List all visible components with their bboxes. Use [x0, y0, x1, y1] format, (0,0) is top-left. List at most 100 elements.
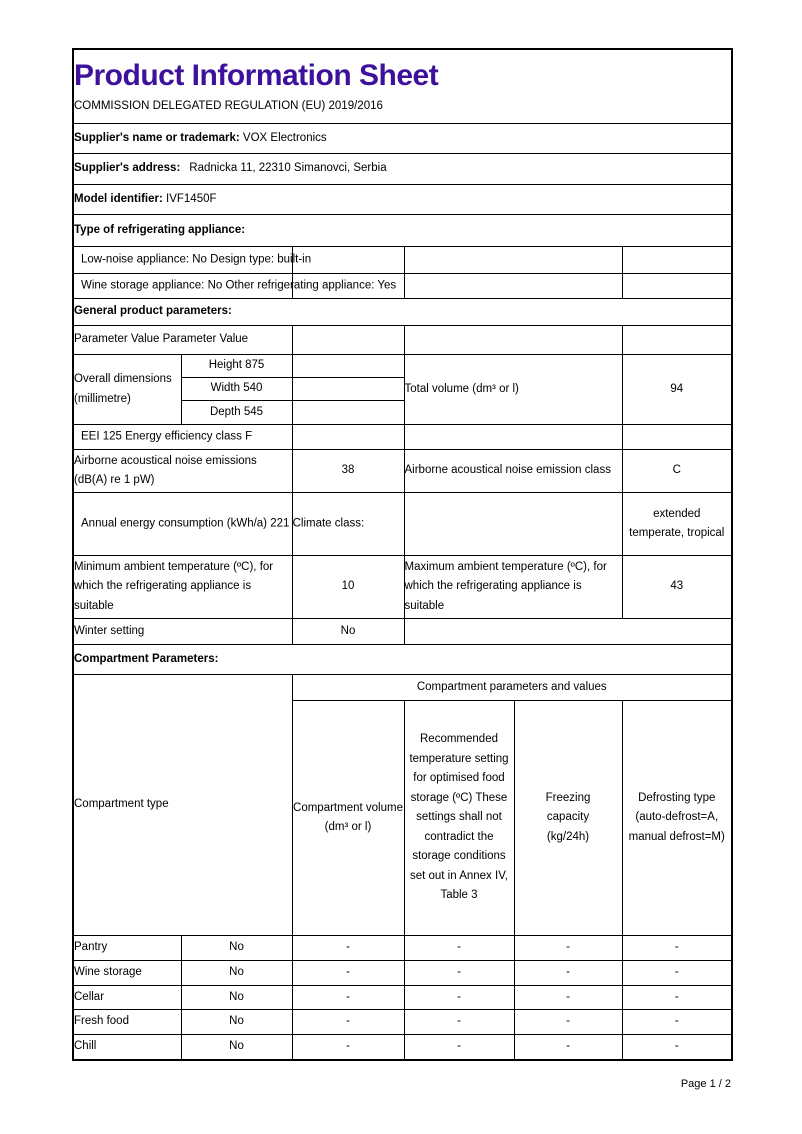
compartment-volume-header-cell: Compartment volume (dm³ or l)	[291, 700, 405, 936]
freezing-capacity-header-cell: Freezing capacity (kg/24h)	[513, 700, 623, 936]
low-noise-line: Low-noise appliance: No Design type: bui…	[81, 253, 312, 266]
compartment-type-cell: Chill	[72, 1034, 182, 1061]
empty-cell	[291, 354, 405, 378]
compartment-present-cell: No	[180, 1034, 293, 1061]
compartment-present-cell: No	[180, 985, 293, 1010]
defrosting-type-header-cell: Defrosting type (auto-defrost=A, manual …	[621, 700, 733, 936]
wine-appliance-cell: Wine storage appliance: No Other refrige…	[72, 273, 396, 299]
low-noise-cell: Low-noise appliance: No Design type: bui…	[72, 246, 311, 274]
empty-cell	[403, 424, 623, 450]
product-info-table: Product Information Sheet COMMISSION DEL…	[72, 48, 733, 1061]
table-row: Overall dimensions (millimetre) Height 8…	[72, 354, 733, 425]
table-row: Low-noise appliance: No Design type: bui…	[72, 246, 733, 274]
dimension-depth-cell: Depth 545	[180, 400, 293, 425]
max-temp-value-cell: 43	[621, 555, 733, 619]
compartment-temp-cell: -	[403, 1009, 515, 1035]
empty-cell	[403, 273, 623, 299]
supplier-name-cell: Supplier's name or trademark: VOX Electr…	[72, 123, 733, 154]
model-identifier-cell: Model identifier: IVF1450F	[72, 184, 733, 215]
table-row: Model identifier: IVF1450F	[72, 184, 733, 215]
compartment-section-heading: Compartment Parameters:	[72, 644, 733, 675]
compartment-volume-cell: -	[291, 1034, 405, 1061]
empty-cell	[403, 492, 623, 556]
table-row: Supplier's address: Radnicka 11, 22310 Si…	[72, 153, 733, 185]
compartment-volume-cell: -	[291, 1009, 405, 1035]
climate-class-value-cell: extended temperate, tropical	[621, 492, 733, 556]
page-title: Product Information Sheet	[74, 59, 439, 92]
compartment-type-cell: Cellar	[72, 985, 182, 1010]
param-value-header-cell: Parameter Value Parameter Value	[72, 325, 293, 355]
noise-class-label-cell: Airborne acoustical noise emission class	[403, 449, 623, 493]
table-row: Compartment type Compartment parameters …	[72, 674, 733, 936]
compartment-temp-cell: -	[403, 985, 515, 1010]
general-section-heading: General product parameters:	[72, 298, 733, 326]
table-row: Wine storage No - - - -	[72, 960, 733, 986]
table-row: Cellar No - - - -	[72, 985, 733, 1010]
table-row: Depth 545	[73, 400, 732, 425]
empty-cell	[291, 377, 405, 401]
compartment-freezing-cell: -	[513, 935, 623, 961]
noise-class-value-cell: C	[621, 449, 733, 493]
table-row: Type of refrigerating appliance:	[72, 214, 733, 247]
regulation-subtitle: COMMISSION DELEGATED REGULATION (EU) 201…	[74, 100, 383, 112]
empty-cell	[403, 325, 623, 355]
compartment-type-cell: Wine storage	[72, 960, 182, 986]
compartment-volume-cell: -	[291, 935, 405, 961]
compartment-type-cell: Pantry	[72, 935, 182, 961]
table-row: Parameter Value Parameter Value	[72, 325, 733, 355]
supplier-name-label: Supplier's name or trademark:	[74, 131, 240, 144]
compartment-defrost-cell: -	[621, 960, 733, 986]
wine-appliance-line: Wine storage appliance: No Other refrige…	[81, 279, 397, 292]
winter-setting-value-cell: No	[291, 618, 405, 645]
recommended-temp-header-cell: Recommended temperature setting for opti…	[403, 700, 515, 936]
product-information-sheet: Product Information Sheet COMMISSION DEL…	[72, 48, 733, 1090]
compartment-freezing-cell: -	[513, 1009, 623, 1035]
empty-cell	[621, 424, 733, 450]
eei-cell: EEI 125 Energy efficiency class F	[72, 424, 293, 450]
compartment-type-cell: Fresh food	[72, 1009, 182, 1035]
energy-consumption-cell: Annual energy consumption (kWh/a) 221 Cl…	[72, 492, 364, 556]
noise-value-cell: 38	[291, 449, 405, 493]
empty-cell	[291, 424, 405, 450]
table-row: Minimum ambient temperature (ºC), for wh…	[72, 555, 733, 619]
compartment-present-cell: No	[180, 960, 293, 986]
winter-setting-label-cell: Winter setting	[72, 618, 293, 645]
total-volume-label-cell: Total volume (dm³ or l)	[403, 354, 623, 425]
compartment-temp-cell: -	[403, 935, 515, 961]
title-cell: Product Information Sheet COMMISSION DEL…	[72, 48, 733, 124]
compartment-temp-cell: -	[403, 960, 515, 986]
page-footer: Page 1 / 2	[680, 1078, 731, 1090]
supplier-address-label: Supplier's address:	[74, 162, 181, 175]
table-row: Fresh food No - - - -	[72, 1009, 733, 1035]
table-row: Annual energy consumption (kWh/a) 221 Cl…	[72, 492, 733, 556]
table-row: Width 540	[73, 377, 732, 401]
table-row: Product Information Sheet COMMISSION DEL…	[72, 48, 733, 124]
table-row: Compartment volume (dm³ or l) Recommende…	[73, 700, 733, 936]
table-row: Pantry No - - - -	[72, 935, 733, 961]
table-row: General product parameters:	[72, 298, 733, 326]
supplier-address-value: Radnicka 11, 22310 Simanovci, Serbia	[189, 162, 387, 175]
compartment-temp-cell: -	[403, 1034, 515, 1061]
empty-cell	[621, 273, 733, 299]
max-temp-label-cell: Maximum ambient temperature (ºC), for wh…	[403, 555, 623, 619]
table-row: EEI 125 Energy efficiency class F	[72, 424, 733, 450]
table-row: Supplier's name or trademark: VOX Electr…	[72, 123, 733, 154]
general-heading-label: General product parameters:	[74, 305, 232, 318]
empty-cell	[621, 325, 733, 355]
compartment-type-header-cell: Compartment type	[72, 674, 293, 936]
type-heading-label: Type of refrigerating appliance:	[74, 223, 246, 236]
compartment-defrost-cell: -	[621, 1034, 733, 1061]
empty-cell	[291, 400, 405, 425]
model-identifier-label: Model identifier:	[74, 192, 163, 205]
empty-cell	[291, 325, 405, 355]
noise-label-cell: Airborne acoustical noise emissions (dB(…	[72, 449, 293, 493]
table-row: Airborne acoustical noise emissions (dB(…	[72, 449, 733, 493]
table-row: Winter setting No	[72, 618, 733, 645]
compartment-heading-label: Compartment Parameters:	[74, 652, 219, 665]
empty-cell	[403, 246, 623, 274]
min-temp-value-cell: 10	[291, 555, 405, 619]
energy-consumption-line: Annual energy consumption (kWh/a) 221 Cl…	[81, 517, 365, 530]
dimensions-label-cell: Overall dimensions (millimetre)	[72, 354, 182, 425]
compartment-defrost-cell: -	[621, 1009, 733, 1035]
supplier-name-value: VOX Electronics	[242, 131, 327, 144]
